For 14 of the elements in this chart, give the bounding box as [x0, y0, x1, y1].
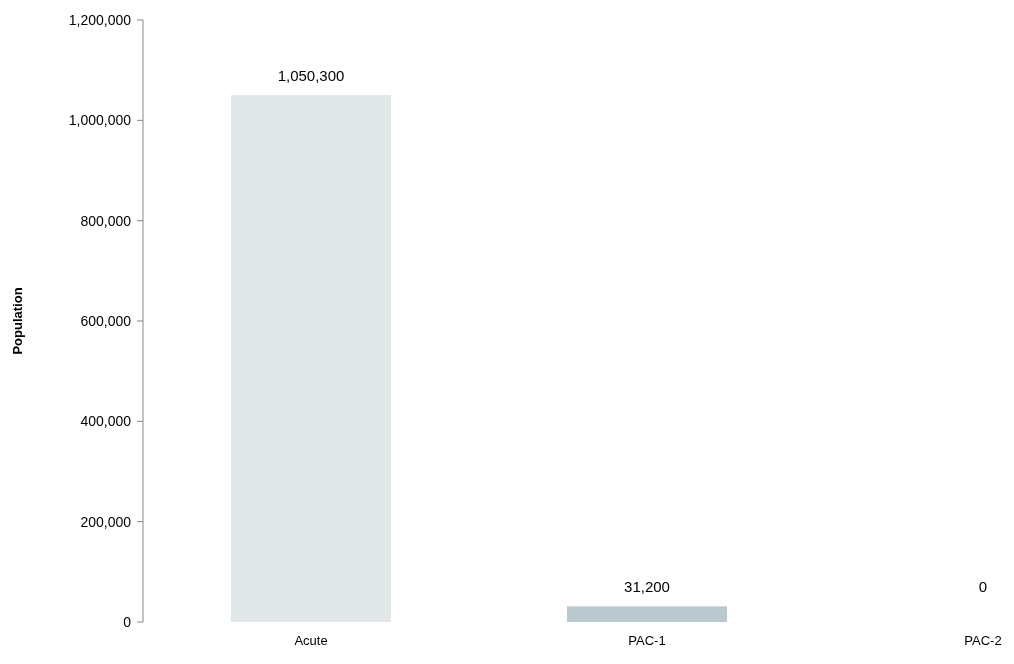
- data-label: 31,200: [624, 578, 670, 596]
- y-tick-label: 600,000: [80, 312, 132, 329]
- y-tick-label: 1,000,000: [68, 112, 132, 129]
- data-label: 0: [978, 578, 988, 595]
- y-axis-title: Population: [10, 287, 25, 355]
- y-tick-label: 800,000: [80, 212, 132, 229]
- x-tick-label: Acute: [294, 633, 328, 648]
- x-tick-label: PAC-2: [964, 633, 1002, 648]
- y-tick-label: 1,200,000: [68, 11, 132, 28]
- x-tick-label: PAC-1: [628, 633, 666, 648]
- y-tick-label: 400,000: [80, 413, 132, 430]
- data-label: 1,050,300: [277, 67, 345, 85]
- y-tick-label: 200,000: [80, 513, 132, 530]
- y-tick-label: 0: [123, 613, 132, 630]
